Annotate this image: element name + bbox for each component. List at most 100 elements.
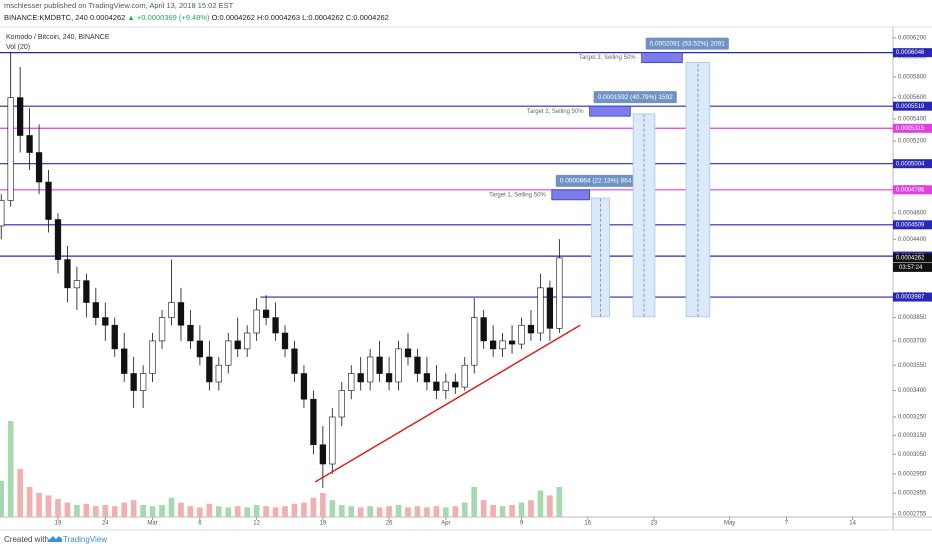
change-label-bg [593, 91, 677, 104]
candle-body [461, 364, 468, 388]
change-label-bg [555, 174, 636, 187]
target-label: Target 3, Selling 50% [579, 55, 636, 61]
y-tick-label: 0.0003850 [898, 315, 927, 321]
volume-bar [357, 507, 364, 517]
last-price-tag [893, 253, 932, 263]
level-tag [893, 185, 932, 195]
volume-bar [45, 495, 52, 517]
x-tick-label: 19 [320, 521, 327, 527]
candle-body [433, 381, 440, 391]
volume-bar [159, 505, 165, 517]
volume-bar [329, 500, 336, 517]
candle-body [111, 324, 118, 350]
volume-bar [452, 506, 459, 517]
volume-bar [36, 493, 42, 517]
candle-body [234, 340, 241, 350]
candle-body [225, 340, 232, 366]
volume-bar [234, 506, 241, 517]
change: ▲ +0.0000369 (+9.48%) [127, 13, 210, 22]
volume-bar [291, 503, 298, 517]
candle-body [499, 340, 506, 350]
candle-body [508, 340, 516, 345]
countdown: 03:57:24 [899, 265, 923, 271]
volume-bar [367, 506, 373, 517]
candle-body [64, 259, 71, 289]
volume-bar [253, 505, 260, 517]
candle-body [17, 97, 24, 136]
x-tick-label: 26 [386, 521, 393, 527]
y-tick-label: 0.0005400 [898, 117, 927, 123]
y-tick-label: 0.0005800 [898, 75, 927, 81]
target-box [589, 105, 631, 117]
y-tick-label: 0.0006000 [898, 55, 927, 61]
volume-bar [102, 505, 109, 517]
x-tick-label: 6 [198, 521, 202, 527]
brand: TradingView [63, 535, 107, 544]
candle-body [452, 381, 459, 388]
volume-bar [471, 487, 478, 517]
volume-bar [140, 505, 146, 517]
candle-body [291, 348, 298, 374]
candle-body [177, 302, 185, 326]
candle-body [423, 373, 431, 383]
level-tag [893, 48, 932, 58]
volume-bar [168, 497, 175, 517]
volume-bar [64, 502, 71, 517]
x-tick-label: 23 [651, 521, 658, 527]
logo [48, 536, 62, 542]
candle-body [121, 348, 128, 374]
candle-body [83, 280, 90, 303]
volume-bar [130, 500, 137, 517]
volume-bar [111, 506, 118, 517]
volume-bar [149, 506, 156, 517]
target-label: Target 2, Selling 50% [527, 109, 584, 115]
level-tag [893, 101, 932, 111]
candle-body [206, 356, 213, 383]
y-tick-label: 0.0004600 [898, 211, 927, 217]
volume-bar [499, 506, 506, 517]
y-tick-label: 0.0003400 [898, 388, 927, 394]
x-tick-label: 16 [584, 521, 591, 527]
volume-bar [424, 507, 430, 517]
candle-body [45, 181, 52, 220]
x-tick-label: Apr [441, 521, 450, 527]
candle-body [92, 302, 99, 318]
volume-bar [537, 490, 544, 517]
volume-bar [206, 503, 213, 517]
chart-title: Komodo / Bitcoin, 240, BINANCE [6, 34, 110, 41]
volume-bar [7, 421, 14, 517]
candle-body [537, 287, 544, 334]
volume-bar [405, 507, 411, 517]
candle-body [262, 309, 270, 318]
y-tick-label: 0.0006200 [898, 35, 927, 41]
candle-body [0, 200, 5, 227]
target-box [641, 52, 683, 64]
candle-body [130, 373, 137, 391]
volume-bar [272, 507, 279, 517]
target-box [551, 189, 591, 201]
change-label-bg [645, 37, 729, 50]
candle-body [319, 444, 326, 465]
x-tick-label: Mar [147, 521, 157, 527]
volume-bar [547, 495, 553, 517]
volume-bar [0, 481, 5, 517]
volume-bar [74, 505, 80, 517]
volume-bar [461, 502, 468, 517]
y-tick-label: 0.0002950 [898, 471, 927, 477]
volume-bar [414, 506, 421, 517]
volume-bar [244, 507, 251, 517]
candle-body [196, 340, 204, 358]
volume-bar [480, 500, 487, 517]
volume-bar [263, 506, 269, 517]
volume-bar [490, 505, 496, 517]
last-price-label: 0.0004262 [896, 255, 925, 261]
candle-body [395, 348, 402, 383]
last: 0.0004262 [90, 13, 125, 22]
level-tag [893, 292, 932, 302]
volume-bar [301, 502, 307, 517]
candle-body [26, 135, 33, 153]
x-tick-label: 19 [55, 521, 62, 527]
candle-body [215, 364, 222, 383]
y-tick-label: 0.0005200 [898, 139, 927, 145]
